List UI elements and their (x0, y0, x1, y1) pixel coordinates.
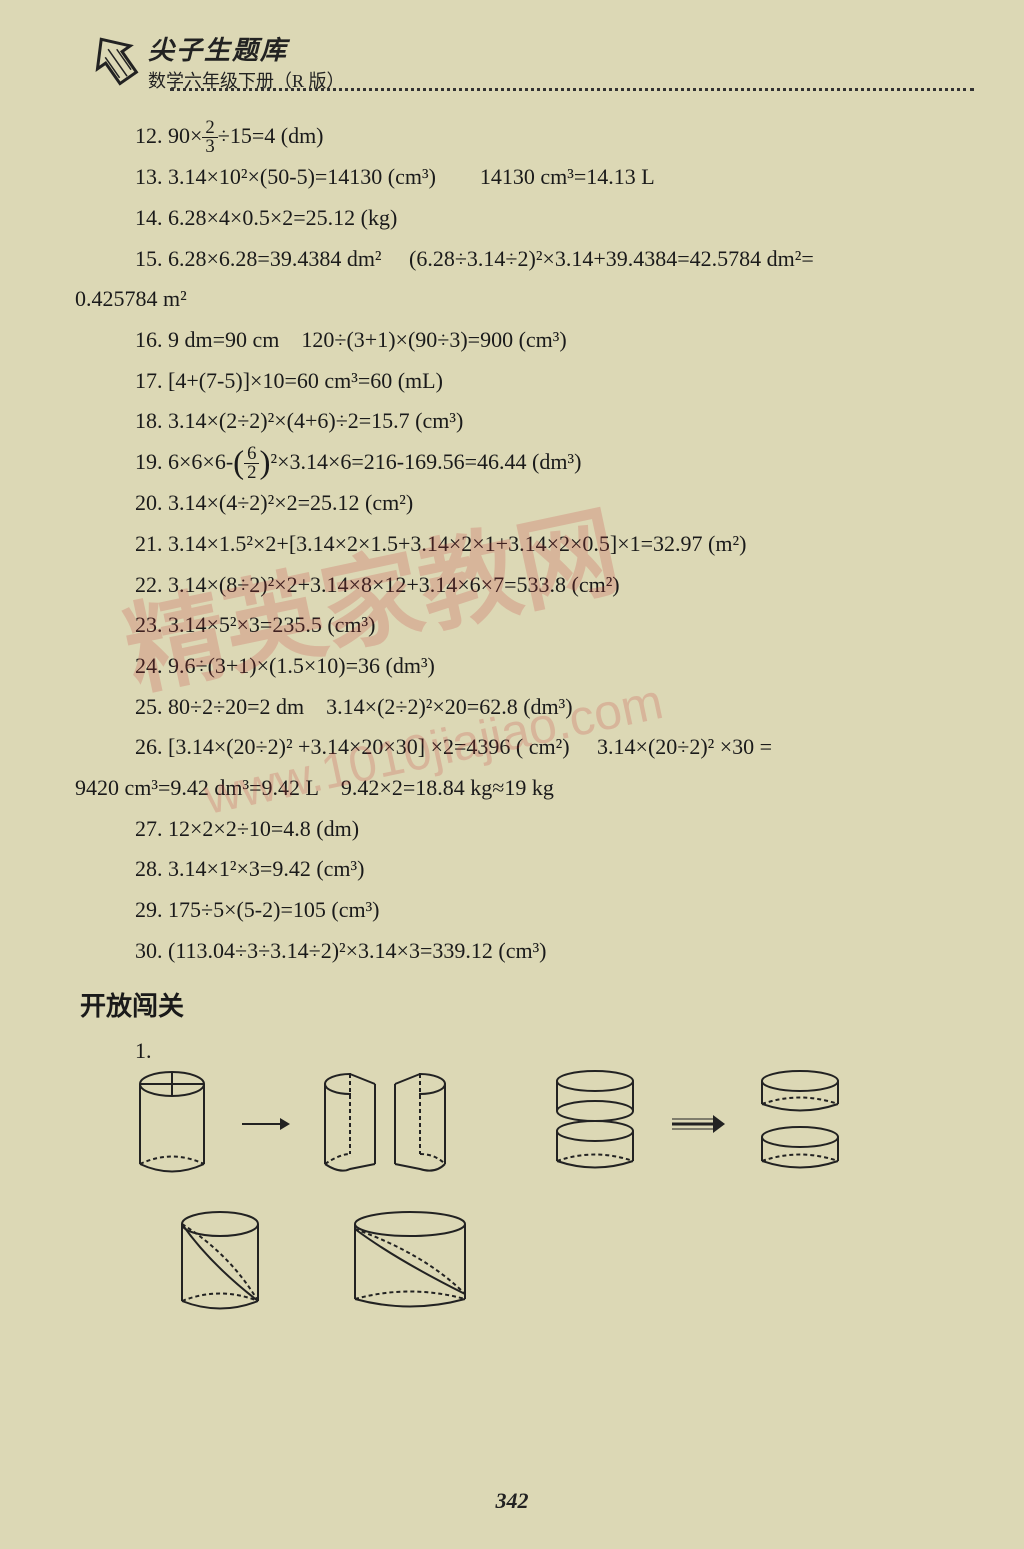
diagram-row-2 (135, 1209, 954, 1319)
header-text-block: 尖子生题库 数学六年级下册（R 版） (148, 30, 345, 93)
item-19: 19. 6×6×6-(62)²×3.14×6=216-169.56=46.44 … (75, 442, 954, 483)
item-28: 28. 3.14×1²×3=9.42 (cm³) (75, 849, 954, 890)
item-18: 18. 3.14×(2÷2)²×(4+6)÷2=15.7 (cm³) (75, 401, 954, 442)
item-24: 24. 9.6÷(3+1)×(1.5×10)=36 (dm³) (75, 646, 954, 687)
cylinder-icon (135, 1069, 210, 1179)
section-title: 开放闯关 (75, 986, 954, 1023)
diagram-row-1 (135, 1069, 954, 1179)
arrow-right-icon (670, 1109, 725, 1139)
item-15: 15. 6.28×6.28=39.4384 dm² (6.28÷3.14÷2)²… (75, 239, 954, 280)
content-area: 12. 90×23÷15=4 (dm) 13. 3.14×10²×(50-5)=… (50, 116, 974, 1319)
item-13: 13. 3.14×10²×(50-5)=14130 (cm³) 14130 cm… (75, 157, 954, 198)
item-27: 27. 12×2×2÷10=4.8 (dm) (75, 809, 954, 850)
item-15-cont: 0.425784 m² (75, 279, 954, 320)
split-cylinder-icon (320, 1069, 450, 1179)
diagram-label: 1. (135, 1038, 954, 1064)
item-26-cont: 9420 cm³=9.42 dm³=9.42 L 9.42×2=18.84 kg… (75, 768, 954, 809)
item-14: 14. 6.28×4×0.5×2=25.12 (kg) (75, 198, 954, 239)
item-17: 17. [4+(7-5)]×10=60 cm³=60 (mL) (75, 361, 954, 402)
item-12: 12. 90×23÷15=4 (dm) (75, 116, 954, 157)
item-25: 25. 80÷2÷20=2 dm 3.14×(2÷2)²×20=62.8 (dm… (75, 687, 954, 728)
item-16: 16. 9 dm=90 cm 120÷(3+1)×(90÷3)=900 (cm³… (75, 320, 954, 361)
brand-title: 尖子生题库 (148, 30, 345, 67)
item-21: 21. 3.14×1.5²×2+[3.14×2×1.5+3.14×2×1+3.1… (75, 524, 954, 565)
page-number: 342 (0, 1488, 1024, 1514)
item-29: 29. 175÷5×(5-2)=105 (cm³) (75, 890, 954, 931)
diagram-area: 1. (75, 1038, 954, 1319)
brand-subtitle: 数学六年级下册（R 版） (148, 67, 345, 93)
arrow-right-icon (240, 1109, 290, 1139)
page-header: 尖子生题库 数学六年级下册（R 版） (50, 30, 974, 93)
item-22: 22. 3.14×(8÷2)²×2+3.14×8×12+3.14×6×7=533… (75, 565, 954, 606)
item-26: 26. [3.14×(20÷2)² +3.14×20×30] ×2=4396 (… (75, 727, 954, 768)
arrow-icon (90, 32, 140, 92)
item-23: 23. 3.14×5²×3=235.5 (cm³) (75, 605, 954, 646)
stacked-discs-icon (550, 1069, 640, 1179)
diagonal-cut-cylinder-icon-2 (345, 1209, 475, 1319)
diagonal-cut-cylinder-icon (175, 1209, 265, 1319)
item-30: 30. (113.04÷3÷3.14÷2)²×3.14×3=339.12 (cm… (75, 931, 954, 972)
separated-discs-icon (755, 1069, 845, 1179)
item-20: 20. 3.14×(4÷2)²×2=25.12 (cm²) (75, 483, 954, 524)
